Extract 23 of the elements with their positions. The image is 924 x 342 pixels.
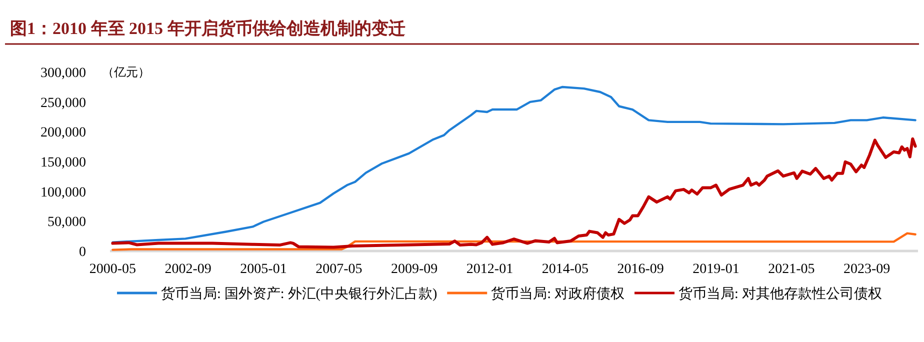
x-tick-label: 2009-09 [391,262,438,277]
x-tick-label: 2021-05 [768,262,815,277]
y-tick-label: 300,000 [40,66,86,81]
legend-label: 货币当局: 对政府债权 [491,286,624,302]
x-tick-label: 2012-01 [466,262,514,277]
x-tick-label: 2014-05 [542,262,589,277]
y-tick-label: 200,000 [40,126,86,141]
chart-title: 图1：2010 年至 2015 年开启货币供给创造机制的变迁 [10,19,406,38]
y-tick-label: 150,000 [40,156,86,170]
y-tick-label: 0 [79,245,86,260]
x-tick-label: 2005-01 [240,262,287,277]
legend-label: 货币当局: 国外资产: 外汇(中央银行外汇占款) [161,286,438,302]
x-tick-label: 2007-05 [316,262,362,277]
x-tick-label: 2016-09 [617,262,664,277]
x-tick-label: 2023-09 [843,262,890,277]
x-tick-label: 2000-05 [89,262,136,277]
y-tick-label: 50,000 [48,215,86,230]
x-tick-label: 2019-01 [692,262,740,277]
y-tick-label: 250,000 [40,96,86,111]
legend-label: 货币当局: 对其他存款性公司债权 [678,286,882,302]
y-tick-label: 100,000 [40,185,86,200]
y-axis-title: （亿元） [102,65,150,79]
x-tick-label: 2002-09 [164,262,212,277]
